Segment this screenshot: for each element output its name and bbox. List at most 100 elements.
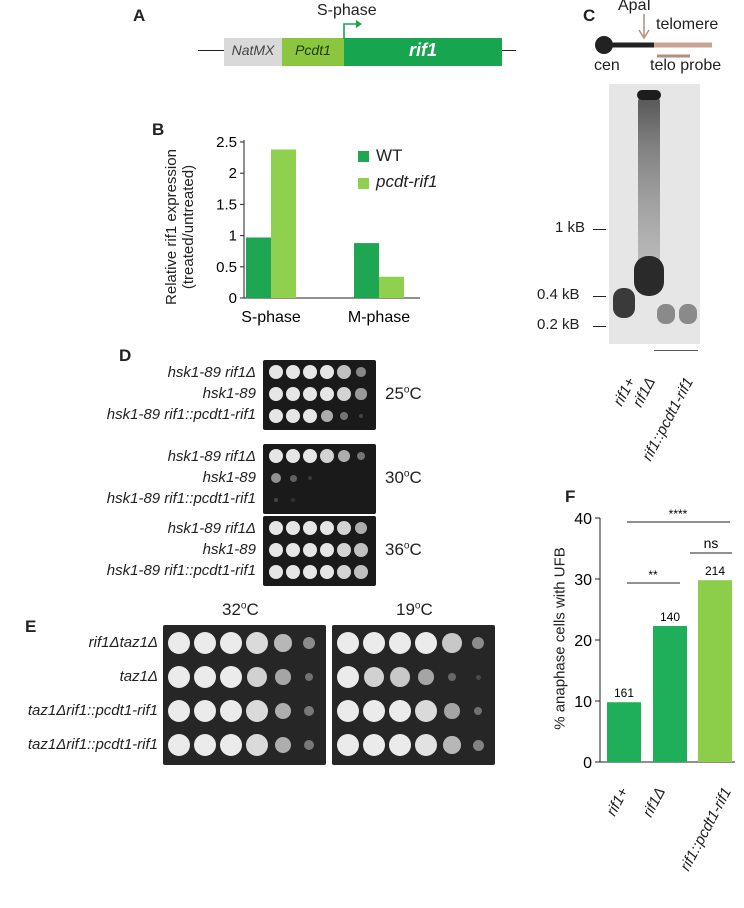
yeast-spot [291, 498, 295, 502]
ylabel-line1: Relative rif1 expression [163, 149, 180, 305]
yeast-spot [194, 734, 216, 756]
yeast-spot [303, 521, 317, 535]
d-strain-label: hsk1-89 rif1::pcdt1-rif1 [106, 562, 256, 579]
yeast-spot [448, 673, 456, 681]
telomere-schematic [595, 14, 712, 58]
yeast-spot [443, 736, 461, 754]
e-strain-label: taz1Δrif1::pcdt1-rif1 [27, 702, 158, 719]
b-category-label: S-phase [241, 309, 301, 326]
yeast-spot [274, 702, 292, 720]
b-bar-wt-1 [354, 243, 379, 298]
pcdt1-label: Pcdt1 [295, 42, 331, 58]
yeast-spot [339, 411, 349, 421]
yeast-spot [246, 700, 268, 722]
yeast-spot [168, 734, 190, 756]
yeast-spot [307, 475, 313, 481]
yeast-spot [444, 703, 460, 719]
yeast-spot [168, 632, 190, 654]
d-temp-label-30: 30oC [385, 468, 422, 487]
telo-probe-label: telo probe [650, 57, 722, 74]
yeast-spot [415, 734, 437, 756]
b-ytick-label: 1.5 [216, 196, 237, 213]
lane-group-line [654, 350, 698, 351]
sphase-label: S-phase [317, 2, 377, 19]
d-strain-label: hsk1-89 rif1Δ [167, 364, 256, 381]
yeast-spot [358, 413, 364, 419]
yeast-spot [302, 636, 316, 650]
yeast-spot [289, 474, 297, 482]
b-ytick-label: 0 [229, 290, 237, 307]
f-bar-1 [653, 625, 687, 762]
yeast-spot [415, 632, 437, 654]
yeast-spot [337, 521, 351, 535]
yeast-spot [354, 565, 368, 579]
b-bar-wt-0 [246, 237, 271, 298]
yeast-spot [286, 449, 300, 463]
spot-plate-19c [332, 625, 495, 765]
d-strain-label: hsk1-89 [202, 541, 256, 558]
yeast-spot [363, 666, 385, 688]
transcription-arrow-icon [343, 20, 362, 39]
yeast-spot [269, 387, 283, 401]
yeast-spot [356, 367, 366, 377]
panel-label-b: B [152, 120, 165, 139]
legend-wt-label: WT [376, 146, 403, 165]
telomere-label: telomere [656, 16, 719, 33]
panel-label-c: C [583, 6, 596, 25]
gel-band-high [637, 90, 661, 100]
yeast-spot [320, 543, 334, 557]
marker-02kb-tick [593, 326, 606, 327]
yeast-spot [220, 700, 242, 722]
yeast-spot [303, 543, 317, 557]
construct-diagram: NatMX Pcdt1 rif1 S-phase [198, 2, 518, 72]
panel-label-f: F [565, 487, 576, 506]
spot-plate-36c [263, 516, 376, 586]
yeast-spot [274, 736, 292, 754]
yeast-spot [337, 700, 359, 722]
yeast-spot [269, 521, 283, 535]
yeast-spot [269, 543, 283, 557]
f-bar-0 [607, 702, 641, 762]
expression-bar-chart: 0 0.5 1 1.5 2 2.5 S-phase M-phase [216, 134, 420, 326]
pcdt1-box [282, 38, 344, 66]
yeast-spot [356, 451, 366, 461]
e-strain-label: taz1Δ [119, 668, 158, 685]
spot-plate-32c [163, 625, 326, 765]
yeast-spot [246, 734, 268, 756]
panel-label-d: D [119, 346, 132, 365]
yeast-spot [473, 706, 483, 716]
gel-band-rif1-plus [613, 288, 635, 318]
f-ytick-label: 40 [574, 511, 592, 528]
yeast-spot [389, 734, 411, 756]
yeast-spot [320, 365, 334, 379]
yeast-spot [337, 734, 359, 756]
yeast-spot [389, 700, 411, 722]
yeast-spot [303, 449, 317, 463]
f-count-label: 214 [705, 564, 725, 578]
f-ytick-label: 30 [574, 572, 592, 589]
legend-mut-swatch [358, 178, 369, 189]
yeast-spot [337, 632, 359, 654]
yeast-spot [355, 388, 367, 400]
b-ytick-label: 1 [229, 228, 237, 245]
yeast-spot [286, 409, 300, 423]
d-strain-label: hsk1-89 [202, 385, 256, 402]
yeast-spot [415, 700, 437, 722]
d-strain-label: hsk1-89 rif1Δ [167, 520, 256, 537]
sig-label-23: ns [704, 535, 719, 551]
yeast-spot [320, 409, 334, 423]
panel-label-a: A [133, 6, 146, 25]
gel-smear [638, 94, 660, 274]
yeast-spot [390, 667, 410, 687]
yeast-spot [269, 449, 283, 463]
yeast-spot [320, 565, 334, 579]
rif1-box [344, 38, 502, 66]
b-ytick-label: 2 [229, 165, 237, 182]
d-strain-label: hsk1-89 [202, 469, 256, 486]
yeast-spot [269, 365, 283, 379]
southern-blot-gel [609, 84, 700, 344]
yeast-spot [303, 565, 317, 579]
yeast-spot [472, 739, 484, 751]
sig-label-all: **** [669, 507, 688, 521]
